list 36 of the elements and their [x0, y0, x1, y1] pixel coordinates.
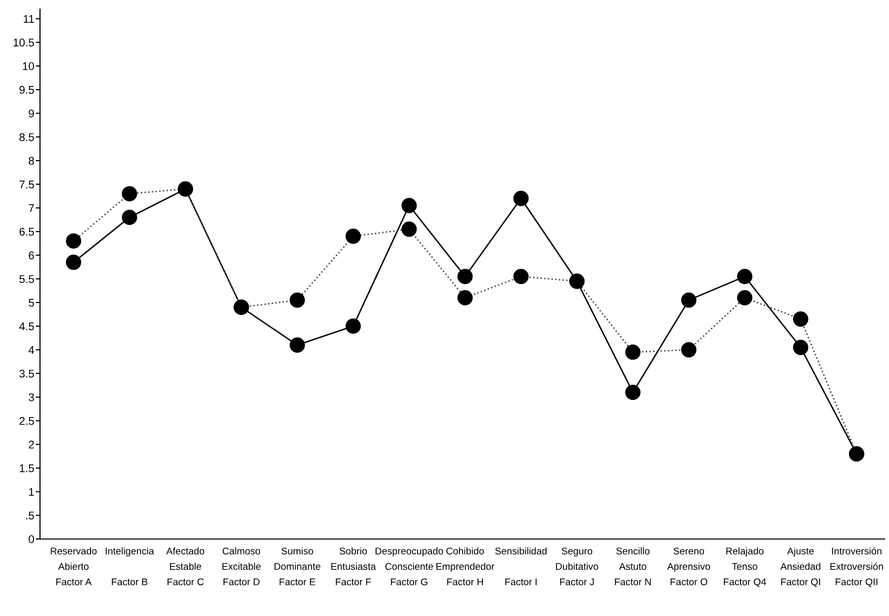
x-tick-label: Sereno Aprensivo Factor O — [667, 548, 710, 586]
y-tick-label: 1.5 — [20, 464, 34, 472]
x-tick-label: Seguro Dubitativo Factor J — [556, 548, 598, 586]
y-tick-label: 2 — [28, 440, 34, 448]
y-tick-label: 9 — [28, 110, 34, 118]
y-tick-label: 5.5 — [19, 275, 34, 283]
x-tick-label: Calmoso Excitable Factor D — [222, 547, 261, 586]
y-tick-label: 10.5 — [14, 38, 34, 46]
x-tick-label: Reservado Abierto Factor A — [50, 547, 97, 586]
x-tick-label: Sencillo Astuto Factor N — [615, 547, 651, 586]
y-tick-label: 4 — [28, 346, 34, 354]
y-tick-label: 6.5 — [20, 228, 34, 236]
y-tick-label: 7.5 — [20, 180, 34, 188]
y-tick-label: 10 — [22, 62, 34, 70]
y-tick-label: 0 — [28, 535, 34, 544]
y-tick-label: 8.5 — [19, 133, 34, 142]
x-tick-label: Afectado Estable Factor C — [166, 547, 204, 586]
y-tick-label: 6 — [28, 251, 34, 260]
y-tick-label: 5 — [28, 298, 34, 307]
y-tick-label: .5 — [26, 512, 34, 520]
y-tick-label: 9.5 — [20, 86, 34, 94]
y-tick-label: 11 — [24, 15, 34, 23]
x-tick-label: Sumiso Dominante Factor E — [274, 547, 320, 586]
category-label: Sensibilidad Factor I — [495, 547, 547, 586]
y-tick-label: 7 — [28, 204, 34, 212]
y-tick-label: 1 — [29, 488, 34, 496]
y-tick-label: 3.5 — [19, 370, 34, 378]
x-tick-label: Sobrio Entusiasta Factor F — [331, 547, 376, 586]
x-tick-label: Relajado Tenso Factor Q4 — [724, 547, 766, 588]
y-tick-label: 8 — [28, 156, 34, 165]
x-tick-label: Ajuste Ansiedad Factor QI — [780, 547, 820, 588]
y-tick-label: 3 — [28, 393, 34, 402]
category-label: Inteligencia Factor B — [106, 547, 154, 586]
y-tick-label: 4.5 — [19, 322, 34, 330]
x-tick-label: Introversión Extroversión Factor QII — [830, 547, 883, 588]
y-tick-label: 2.5 — [20, 417, 34, 425]
